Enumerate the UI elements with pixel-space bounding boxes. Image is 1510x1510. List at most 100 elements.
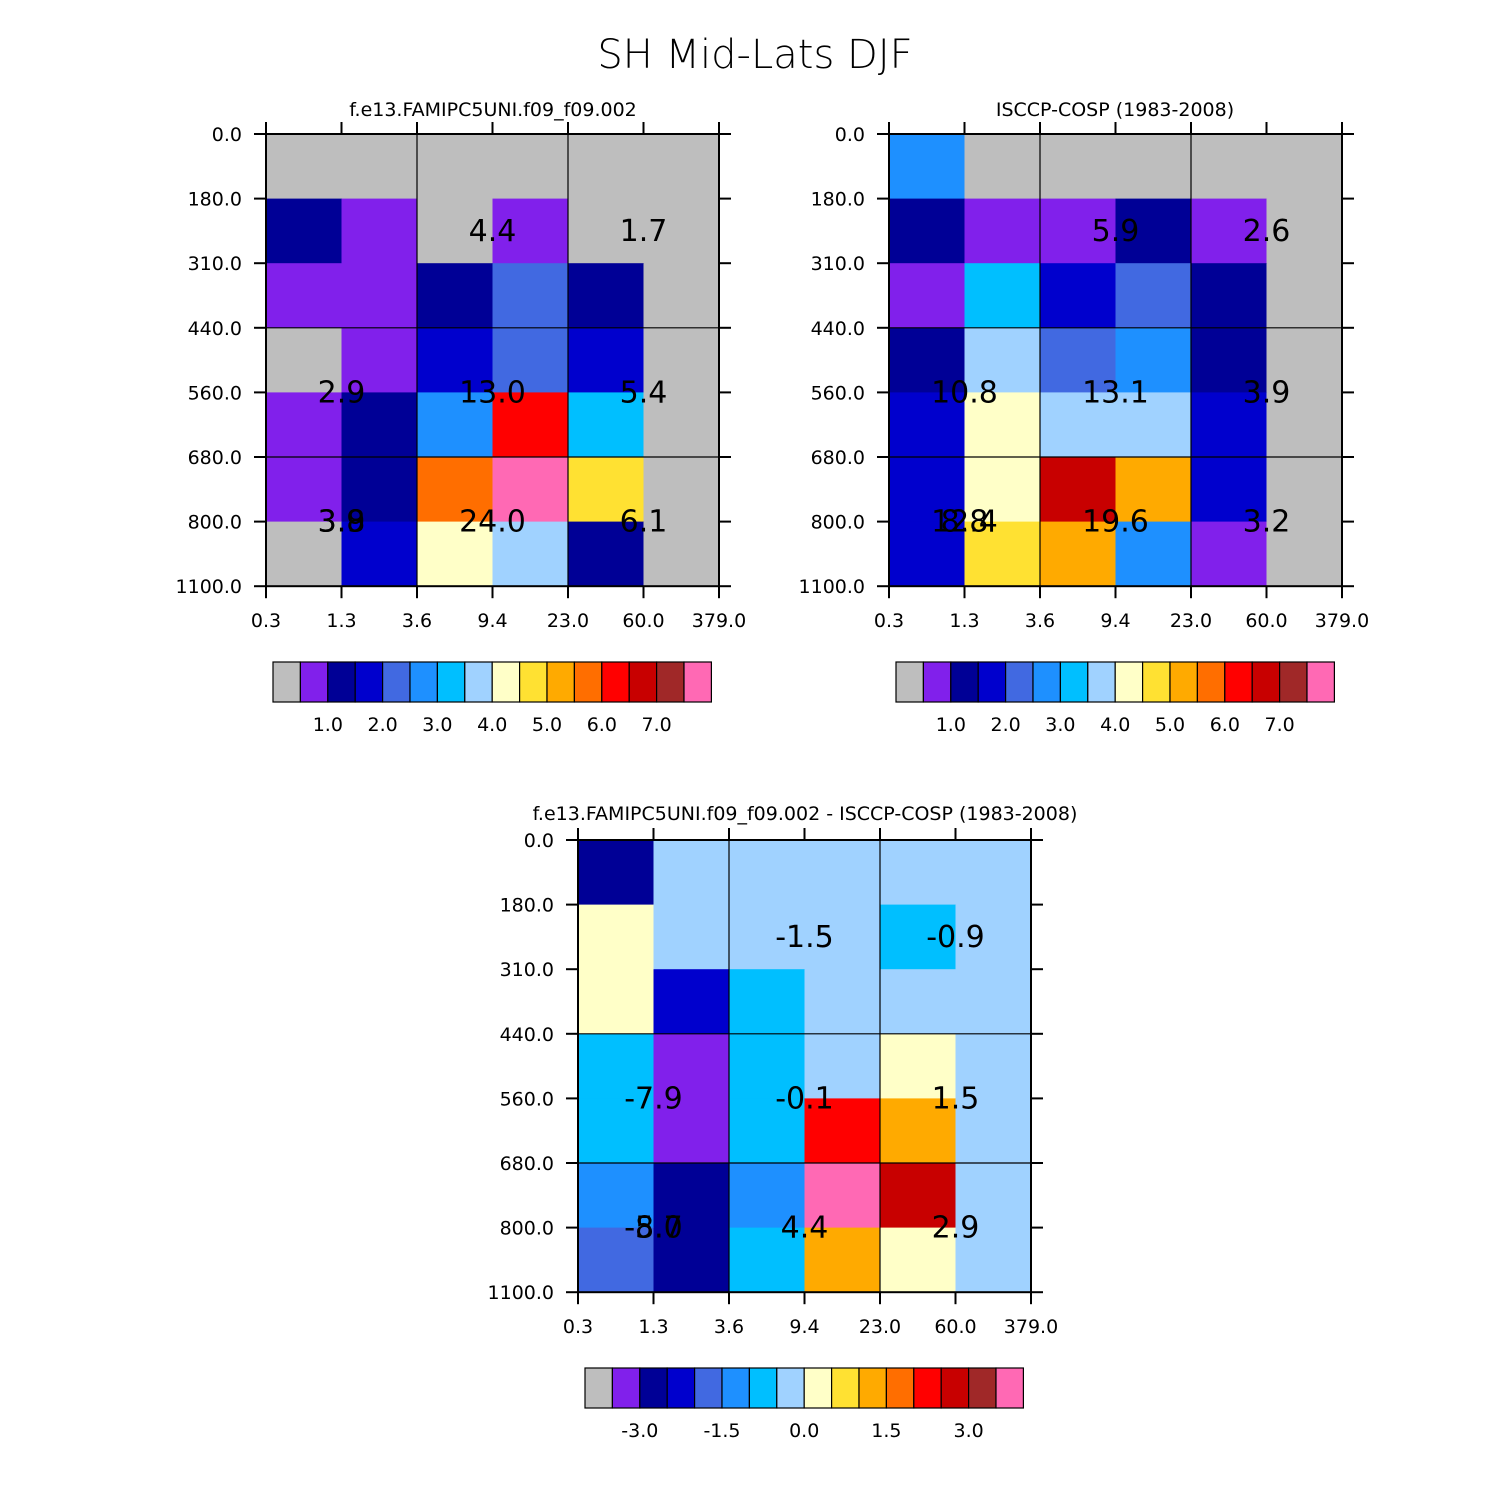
heatmap-cell (1115, 263, 1192, 329)
heatmap-cell (578, 969, 655, 1035)
heatmap-cell (1191, 457, 1268, 523)
colorbar-label: 2.0 (367, 714, 397, 736)
heatmap-cell (568, 392, 645, 458)
colorbar-swatch (858, 1367, 887, 1409)
heatmap-cell (643, 392, 720, 458)
colorbar-swatch (666, 1367, 696, 1409)
colorbar-label: 1.5 (871, 1420, 901, 1442)
cell-value-label: -8.7 (624, 1211, 683, 1246)
x-tick-label: 23.0 (859, 1316, 901, 1338)
x-tick-label: 1.3 (638, 1316, 668, 1338)
heatmap-cell (568, 457, 645, 523)
heatmap-cell (341, 392, 418, 458)
colorbar-label: 3.0 (953, 1420, 983, 1442)
heatmap-cell (492, 327, 569, 393)
colorbar-swatch (950, 661, 979, 703)
colorbar-swatch (1141, 661, 1171, 703)
colorbar-swatch (1059, 661, 1089, 703)
colorbar-swatch (967, 1367, 997, 1409)
cell-value-label: 5.4 (620, 375, 668, 410)
x-tick-label: 9.4 (477, 610, 507, 632)
colorbar-swatch (491, 661, 521, 703)
colorbar-swatch (1306, 661, 1335, 703)
heatmap-cell (729, 840, 806, 906)
heatmap-cell (880, 840, 957, 906)
heatmap-cell (955, 969, 1032, 1035)
colorbar-swatch (776, 1367, 805, 1409)
heatmap-cell (266, 134, 343, 200)
y-tick-label: 680.0 (811, 447, 865, 469)
heatmap-cell (1191, 198, 1268, 264)
y-tick-label: 180.0 (811, 189, 865, 211)
panel-title: f.e13.FAMIPC5UNI.f09_f09.002 (349, 99, 637, 121)
heatmap-cell (1040, 392, 1117, 458)
panel-title: f.e13.FAMIPC5UNI.f09_f09.002 - ISCCP-COS… (533, 803, 1078, 825)
heatmap-cell (568, 327, 645, 393)
colorbar-label: 4.0 (477, 714, 507, 736)
colorbar-swatch (436, 661, 466, 703)
heatmap-cell (1266, 198, 1343, 264)
heatmap-cell (880, 1098, 957, 1164)
heatmap-cell (492, 134, 569, 200)
cell-value-label: 24.0 (459, 505, 526, 540)
colorbar-swatch (1251, 661, 1281, 703)
heatmap-cell (889, 198, 966, 264)
colorbar-swatch (382, 661, 411, 703)
heatmap-cell (266, 457, 343, 523)
y-tick-label: 310.0 (811, 253, 865, 275)
colorbar-swatch (830, 1367, 860, 1409)
colorbar-swatch (1169, 661, 1198, 703)
cell-value-label: 1.5 (932, 1081, 980, 1116)
heatmap-cell (804, 904, 881, 970)
colorbar-swatch (748, 1367, 778, 1409)
colorbar-swatch (601, 661, 630, 703)
colorbar-label: 6.0 (587, 714, 617, 736)
heatmap-panel-1: f.e13.FAMIPC5UNI.f09_f09.002 0.0 180.0 310.… (176, 99, 747, 736)
y-tick-label: 560.0 (811, 382, 865, 404)
heatmap-cell (955, 840, 1032, 906)
heatmap-cell (653, 904, 730, 970)
heatmap-cell (729, 1098, 806, 1164)
heatmap-cell (1266, 134, 1343, 200)
heatmap-cell (1191, 134, 1268, 200)
y-tick-label: 1100.0 (799, 576, 865, 598)
cell-value-label: 4.4 (469, 214, 517, 249)
colorbar-label: 7.0 (1264, 714, 1294, 736)
colorbar-swatch (885, 1367, 915, 1409)
x-tick-label: 0.3 (874, 610, 904, 632)
heatmap-cell (578, 1098, 655, 1164)
x-tick-label: 379.0 (1004, 1316, 1058, 1338)
colorbar-label: 5.0 (1155, 714, 1185, 736)
heatmap-cell (643, 327, 720, 393)
colorbar-swatch (803, 1367, 833, 1409)
heatmap-cell (1115, 134, 1192, 200)
x-tick-label: 379.0 (1315, 610, 1369, 632)
colorbar-label: 2.0 (990, 714, 1020, 736)
heatmap-cell (729, 1163, 806, 1229)
colorbar-swatch (584, 1367, 613, 1409)
cell-value-label: 2.9 (318, 375, 366, 410)
heatmap-cell (1040, 457, 1117, 523)
heatmap-cell (1115, 457, 1192, 523)
colorbar-swatch (940, 1367, 970, 1409)
colorbar-swatch (721, 1367, 750, 1409)
heatmap-cell (643, 457, 720, 523)
colorbar-swatch (1114, 661, 1144, 703)
heatmap-cell (341, 457, 418, 523)
colorbar-label: 3.0 (1045, 714, 1075, 736)
heatmap-cell (266, 521, 343, 587)
colorbar-label: 4.0 (1100, 714, 1130, 736)
y-tick-label: 440.0 (500, 1024, 554, 1046)
heatmap-cell (955, 1098, 1032, 1164)
heatmap-cell (643, 134, 720, 200)
heatmap-cell (955, 1227, 1032, 1293)
y-tick-label: 1100.0 (488, 1282, 554, 1304)
heatmap-cell (1040, 521, 1117, 587)
heatmap-cell (729, 1033, 806, 1099)
x-tick-label: 379.0 (692, 610, 746, 632)
heatmap-cell (1040, 327, 1117, 393)
colorbar-label: 1.0 (313, 714, 343, 736)
heatmap-cell (1266, 457, 1343, 523)
heatmap-cell (417, 134, 494, 200)
heatmap-cell (1191, 521, 1268, 587)
